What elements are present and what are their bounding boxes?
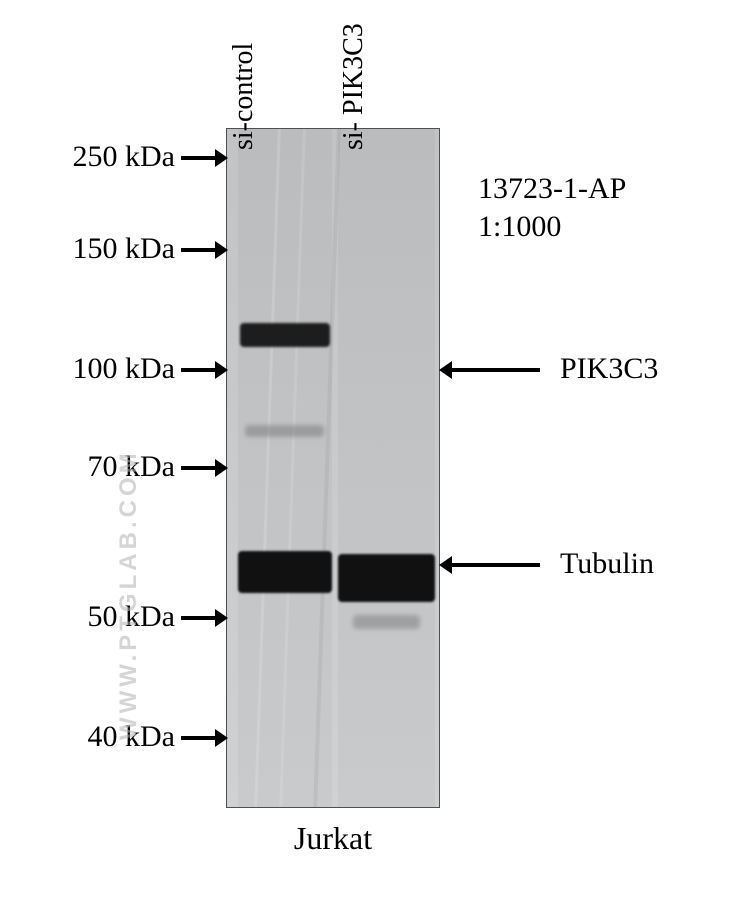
mw-marker-label-0: 250 kDa [15, 140, 175, 174]
blot-membrane [226, 128, 440, 808]
sample-label: Jurkat [223, 820, 443, 857]
antibody-dilution: 1:1000 [478, 208, 626, 246]
band-label-0: PIK3C3 [560, 352, 658, 386]
mw-marker-arrow-head-3 [215, 459, 228, 477]
lane-header-2: si- PIK3C3 [338, 23, 370, 150]
band-arrow-head-0 [439, 361, 452, 379]
faint-70kda [245, 425, 324, 437]
tubulin-lane2 [338, 554, 434, 602]
mw-marker-label-5: 40 kDa [15, 720, 175, 754]
mw-marker-arrow-head-5 [215, 729, 228, 747]
mw-marker-arrow-shaft-0 [181, 156, 215, 160]
mw-marker-arrow-shaft-5 [181, 736, 215, 740]
mw-marker-arrow-head-2 [215, 361, 228, 379]
watermark-text: WWW.PTGLAB.COM [115, 449, 143, 740]
lane-header-1: si-control [228, 43, 260, 150]
mw-marker-label-3: 70 kDa [15, 450, 175, 484]
pik3c3-band [240, 323, 330, 347]
faint-below-tubulin [353, 615, 420, 629]
band-arrow-head-1 [439, 556, 452, 574]
mw-marker-arrow-shaft-2 [181, 368, 215, 372]
mw-marker-label-2: 100 kDa [15, 352, 175, 386]
mw-marker-arrow-head-4 [215, 609, 228, 627]
mw-marker-arrow-head-0 [215, 149, 228, 167]
band-arrow-shaft-1 [452, 563, 540, 567]
tubulin-lane1 [238, 551, 332, 593]
lane-1 [238, 129, 332, 807]
figure-canvas: si-control si- PIK3C3 250 kDa 150 kDa 100 kD… [0, 0, 730, 903]
mw-marker-arrow-head-1 [215, 241, 228, 259]
antibody-catalog: 13723-1-AP [478, 170, 626, 208]
mw-marker-arrow-shaft-4 [181, 616, 215, 620]
mw-marker-arrow-shaft-3 [181, 466, 215, 470]
mw-marker-label-1: 150 kDa [15, 232, 175, 266]
band-arrow-shaft-0 [452, 368, 540, 372]
antibody-info: 13723-1-AP1:1000 [478, 170, 626, 245]
band-label-1: Tubulin [560, 547, 654, 581]
lane-2 [338, 129, 434, 807]
mw-marker-arrow-shaft-1 [181, 248, 215, 252]
mw-marker-label-4: 50 kDa [15, 600, 175, 634]
